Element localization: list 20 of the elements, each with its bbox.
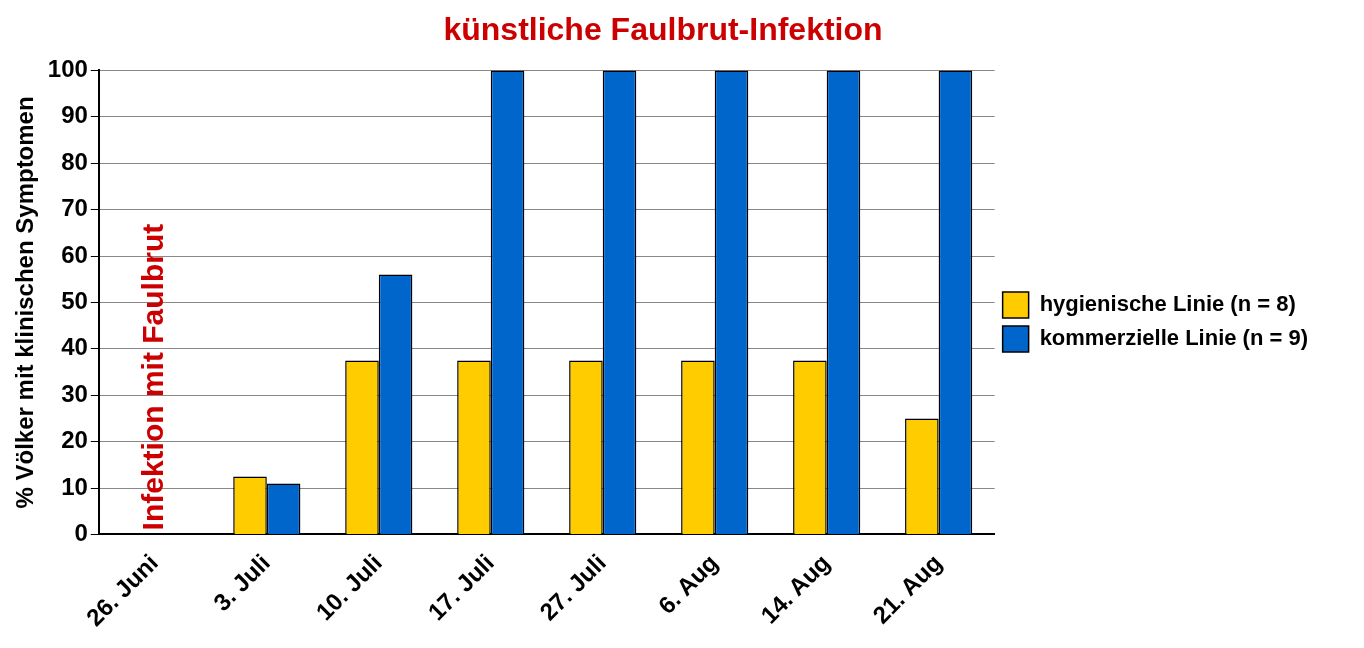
legend-label: kommerzielle Linie (n = 9) [1039, 325, 1309, 351]
annotation: Infektion mit Faulbrut [136, 223, 170, 531]
x-tick-label: 27. Juli [534, 548, 611, 626]
y-tick-label: 90 [61, 101, 88, 129]
y-tick-label: 40 [61, 333, 88, 361]
y-tick-label: 100 [47, 55, 88, 83]
x-tick-label: 17. Juli [422, 548, 499, 626]
x-tick-label: 10. Juli [310, 548, 387, 626]
y-tick-label: 30 [61, 379, 88, 407]
y-axis-title: % Völker mit klinischen Symptomen [11, 96, 39, 509]
y-tick-label: 0 [74, 519, 88, 547]
chart-title: künstliche Faulbrut-Infektion [443, 11, 883, 48]
x-tick-label: 3. Juli [207, 548, 276, 616]
y-tick-label: 50 [61, 287, 88, 315]
y-tick-label: 20 [61, 426, 88, 454]
y-tick-label: 80 [61, 147, 88, 175]
y-tick-label: 70 [61, 194, 88, 222]
y-tick-label: 60 [61, 240, 88, 268]
y-tick-label: 10 [61, 472, 88, 500]
legend-label: hygienische Linie (n = 8) [1039, 291, 1296, 317]
